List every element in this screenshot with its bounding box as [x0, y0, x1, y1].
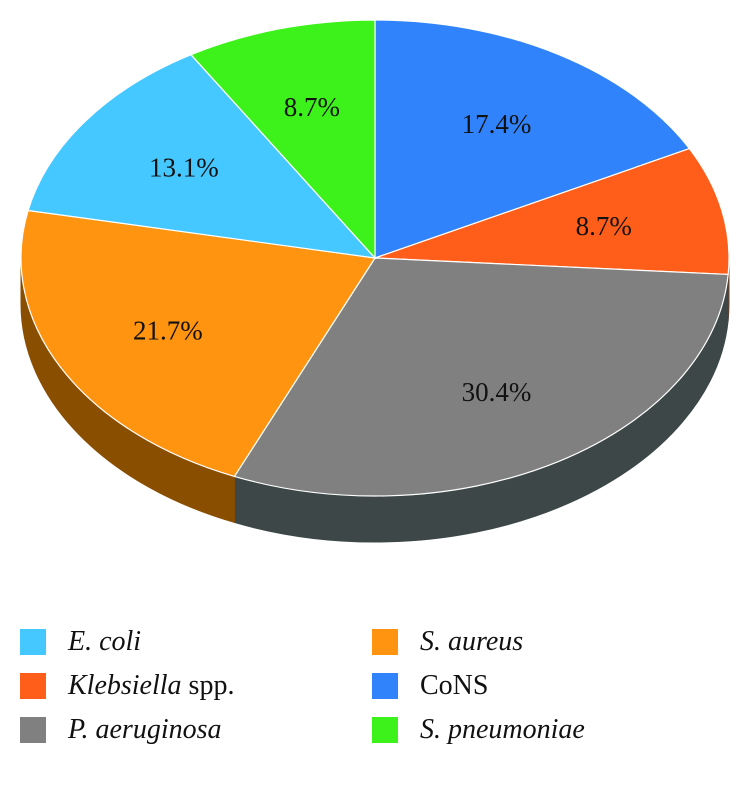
legend-item: S. pneumoniae — [372, 710, 585, 750]
legend-swatch — [20, 717, 46, 743]
legend-swatch — [372, 673, 398, 699]
legend-item: P. aeruginosa — [20, 710, 222, 750]
legend-label: Klebsiella spp. — [68, 670, 235, 701]
legend-item: E. coli — [20, 622, 141, 662]
pie-top-slices — [20, 19, 730, 497]
pie-slice-value-label: 17.4% — [462, 109, 532, 139]
legend-label: P. aeruginosa — [68, 714, 222, 745]
legend-item: CoNS — [372, 666, 488, 706]
pie-slice-value-label: 8.7% — [576, 211, 632, 241]
legend-swatch — [20, 673, 46, 699]
pie-value-labels: 17.4% 8.7% 30.4% 21.7% 13.1% 8.7% — [133, 92, 632, 407]
legend-label: CoNS — [420, 670, 489, 701]
legend-label: E. coli — [68, 626, 142, 657]
pie-slice — [233, 257, 729, 497]
pie-slice-value-label: 21.7% — [133, 316, 203, 346]
legend-label: S. aureus — [420, 626, 524, 657]
legend-swatch — [372, 629, 398, 655]
legend-label: S. pneumoniae — [420, 714, 585, 745]
pie-chart: 17.4% 8.7% 30.4% 21.7% 13.1% 8.7% — [20, 19, 730, 543]
pie-slice — [20, 209, 377, 478]
pie-slice — [374, 147, 730, 276]
legend-item: Klebsiella spp. — [20, 666, 234, 706]
legend-item: S. aureus — [372, 622, 523, 662]
pie-slice — [189, 19, 376, 260]
pie-slice — [374, 19, 691, 259]
pie-slice-value-label: 30.4% — [462, 377, 532, 407]
legend-swatch — [372, 717, 398, 743]
chart-legend: E. coli S. aureus Klebsiella spp. CoNS P… — [20, 622, 740, 782]
pie-slice — [27, 53, 377, 259]
pie-slice-value-label: 13.1% — [149, 153, 219, 183]
legend-swatch — [20, 629, 46, 655]
pie-slice-value-label: 8.7% — [284, 92, 340, 122]
